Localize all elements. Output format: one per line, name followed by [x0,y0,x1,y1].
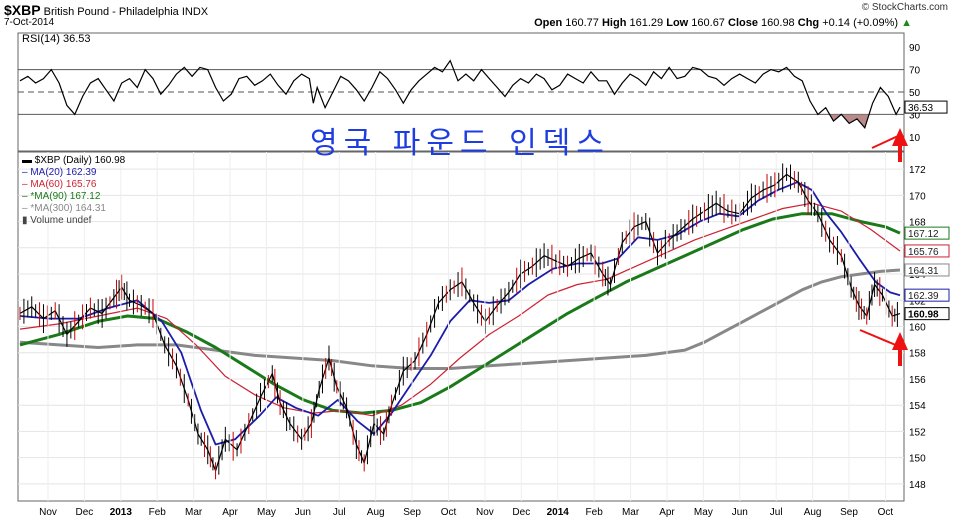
price-tick-152: 152 [909,427,926,438]
x-tick-label: Jul [333,507,346,518]
x-tick-label: Aug [367,507,385,518]
rsi-tick-50: 50 [909,88,921,99]
x-tick-label: May [257,507,276,518]
exchange: INDX [181,6,209,18]
overlay-title: 영국 파운드 인덱스 [310,126,610,161]
last-label-ma60: 165.76 [908,247,939,258]
price-tick-150: 150 [909,454,926,465]
legend-ma90: – *MA(90) 167.12 [22,191,101,202]
x-tick-label: Apr [222,507,238,518]
watermark: © StockCharts.com [861,2,948,13]
price-tick-168: 168 [909,218,926,229]
ohlc-line: Open 160.77 High 161.29 Low 160.67 Close… [534,17,912,29]
close-value: 160.98 [761,17,795,29]
instrument-name: British Pound - Philadelphia [43,6,179,18]
x-tick-label: Apr [659,507,675,518]
rsi-oversold-fill [829,114,870,128]
x-tick-label: 2014 [547,507,570,518]
open-label: Open [534,17,563,29]
chg-up-icon: ▲ [901,17,912,29]
volume-icon: ▮ [22,215,28,226]
x-tick-label: Sep [840,507,858,518]
rsi-tick-10: 10 [909,133,921,144]
price-tick-154: 154 [909,401,926,412]
series-ma300 [19,268,901,370]
price-tick-162: 162 [909,296,926,307]
chart-header-left: $XBP British Pound - Philadelphia INDX [4,2,208,18]
x-tick-label: May [694,507,713,518]
rsi-tick-70: 70 [909,66,921,77]
chart-date: 7-Oct-2014 [4,17,55,28]
last-label-price: 160.98 [908,310,939,321]
legend-ma300-text: *MA(300) 164.31 [30,203,106,214]
last-label-ma20: 162.39 [908,291,939,302]
last-label-ma300: 164.31 [908,266,939,277]
close-label: Close [728,17,758,29]
low-value: 160.67 [691,17,725,29]
x-tick-label: Jun [732,507,748,518]
last-label-ma90: 167.12 [908,229,939,240]
rsi-last-label: 36.53 [908,103,933,114]
legend-ma20-text: MA(20) 162.39 [30,167,97,178]
high-value: 161.29 [629,17,664,29]
x-tick-label: Nov [39,507,57,518]
legend-ma90-text: *MA(90) 167.12 [30,191,101,202]
series-ma90 [19,212,901,415]
price-tick-156: 156 [909,375,926,386]
open-value: 160.77 [565,17,599,29]
price-legend: ▬ $XBP (Daily) 160.98 – MA(20) 162.39 – … [22,155,125,227]
rsi-tick-30: 30 [909,110,921,121]
rsi-last-box [904,100,948,114]
x-tick-label: Feb [586,507,604,518]
price-tick-148: 148 [909,480,926,491]
symbol: $XBP [4,2,41,18]
legend-ma20: – MA(20) 162.39 [22,167,97,178]
low-label: Low [666,17,689,29]
rsi-line [19,59,901,129]
series-ma60 [19,202,901,417]
x-tick-label: Aug [804,507,822,518]
price-tick-158: 158 [909,349,926,360]
rsi-title: RSI(14) 36.53 [22,33,91,45]
legend-volume: ▮ Volume undef [22,215,125,227]
chg-value: +0.14 (+0.09%) [822,17,899,29]
x-tick-label: Dec [512,507,530,518]
rsi-pointer-line [871,135,899,149]
annotation-arrows [859,128,908,366]
legend-price: ▬ $XBP (Daily) 160.98 [22,155,126,166]
last-label-box-ma20 [904,288,950,302]
rsi-tick-90: 90 [909,43,921,54]
price-tick-172: 172 [909,165,926,176]
price-up-arrow [892,332,908,366]
price-tick-170: 170 [909,191,926,202]
last-label-box-ma90 [904,226,950,240]
chg-label: Chg [797,17,820,29]
x-tick-label: Jul [770,507,783,518]
last-label-box-price [904,307,950,321]
legend-ma60: – MA(60) 165.76 [22,179,97,190]
x-tick-label: 2013 [110,507,133,518]
legend-ma60-text: MA(60) 165.76 [30,179,97,190]
last-label-box-ma60 [904,244,950,258]
x-tick-label: Oct [878,507,894,518]
x-tick-label: Mar [185,507,203,518]
x-tick-label: Dec [76,507,94,518]
x-tick-label: Oct [441,507,457,518]
legend-ma300: – *MA(300) 164.31 [22,203,106,214]
price-tick-160: 160 [909,323,926,334]
high-label: High [601,17,627,29]
x-tick-label: Nov [476,507,494,518]
rsi-up-arrow [892,128,908,162]
x-tick-label: Mar [622,507,640,518]
x-tick-label: Jun [295,507,311,518]
last-label-box-ma300 [904,263,950,277]
legend-price-text: $XBP (Daily) 160.98 [34,155,126,166]
x-tick-label: Sep [403,507,421,518]
price-pointer-line [859,329,899,347]
legend-volume-text: Volume undef [30,215,92,226]
x-tick-label: Feb [149,507,167,518]
